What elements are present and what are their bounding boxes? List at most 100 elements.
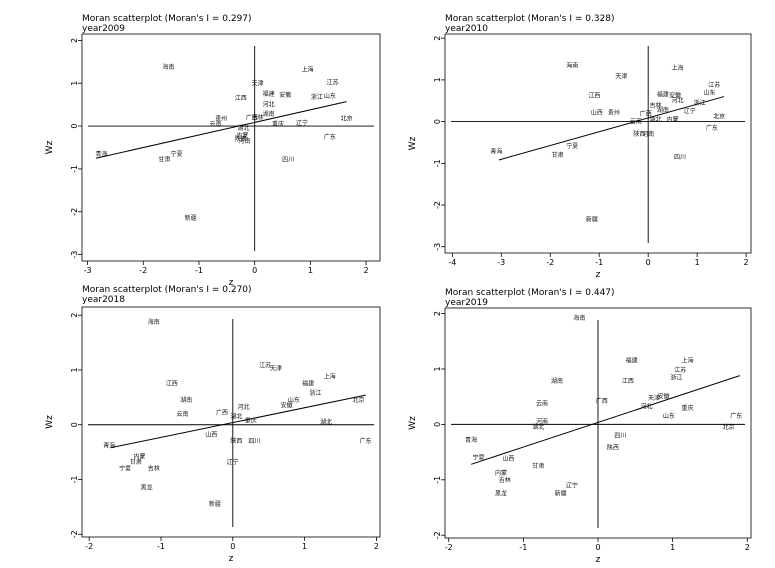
point-label: 湖南: [180, 396, 192, 404]
point-label: 辽宁: [227, 458, 239, 466]
point-label: 四川: [248, 438, 260, 445]
point-label: 湖北: [230, 413, 242, 421]
panel-2010: Moran scatterplot (Moran's I = 0.328) ye…: [388, 0, 775, 284]
y-tick-label: 0: [433, 119, 442, 124]
point-label: 云南: [536, 399, 548, 407]
y-tick-label: 1: [70, 367, 79, 372]
point-label: 辽宁: [684, 107, 696, 115]
point-label: 湖北: [238, 124, 250, 132]
point-label: 陕西: [235, 135, 247, 143]
y-axis-label: Wz: [408, 136, 418, 150]
fit-line: [498, 96, 725, 161]
point-label: 江西: [622, 378, 634, 385]
point-label: 河南: [642, 130, 654, 138]
point-label: 内蒙: [133, 453, 145, 461]
x-tick-label: 0: [230, 542, 235, 551]
point-label: 山西: [591, 108, 603, 116]
point-label: 甘肃: [552, 151, 564, 159]
point-label: 天津: [251, 80, 263, 87]
y-tick-label: 2: [433, 36, 442, 41]
point-label: 内蒙: [495, 469, 507, 477]
x-tick-label: 2: [374, 542, 379, 551]
point-label: 湖北: [320, 418, 332, 426]
point-label: 湖南: [263, 110, 275, 118]
point-label: 宁夏: [473, 454, 485, 462]
x-tick-label: 2: [364, 266, 369, 275]
x-tick-label: -4: [448, 258, 456, 267]
point-label: 福建: [657, 90, 669, 98]
point-label: 海南: [573, 314, 585, 322]
chart-title: Moran scatterplot (Moran's I = 0.328): [445, 14, 615, 24]
x-tick-label: -1: [195, 266, 203, 275]
point-label: 新疆: [586, 216, 598, 224]
y-tick-label: 2: [433, 311, 442, 316]
y-tick-label: -1: [433, 476, 442, 484]
point-label: 云南: [630, 118, 642, 126]
y-tick-label: 0: [70, 124, 79, 129]
y-tick-label: 2: [70, 38, 79, 43]
point-label: 河南: [239, 137, 251, 145]
x-tick-label: -2: [546, 258, 554, 267]
point-label: 广西: [640, 109, 652, 117]
point-label: 新疆: [209, 500, 221, 508]
point-label: 吉林: [148, 465, 160, 473]
point-label: 广东: [730, 412, 742, 420]
x-axis-label: z: [229, 554, 234, 564]
point-label: 北京: [341, 114, 353, 122]
point-label: 河北: [641, 403, 653, 411]
y-tick-label: -2: [70, 208, 79, 216]
point-label: 浙江: [694, 99, 706, 107]
x-tick-label: 1: [695, 258, 700, 267]
y-tick-label: -1: [433, 159, 442, 167]
fit-line: [95, 101, 347, 159]
x-tick-label: -3: [84, 266, 92, 275]
point-label: 湖南: [551, 377, 563, 385]
point-label: 重庆: [272, 120, 284, 128]
chart-subtitle: year2018: [82, 295, 125, 305]
point-label: 安徽: [279, 91, 291, 99]
point-label: 广西: [596, 397, 608, 405]
point-label: 河南: [536, 418, 548, 426]
point-label: 河北: [238, 403, 250, 411]
y-tick-label: 1: [433, 366, 442, 371]
point-label: 福建: [263, 90, 275, 98]
point-label: 吉林: [650, 102, 662, 110]
point-label: 四川: [674, 154, 686, 161]
point-label: 山东: [288, 396, 300, 404]
point-label: 江西: [588, 93, 600, 100]
point-label: 浙江: [670, 373, 682, 381]
point-label: 山西: [502, 455, 514, 463]
x-tick-label: 1: [670, 543, 675, 552]
x-axis-label: z: [596, 555, 601, 565]
x-tick-label: 0: [252, 266, 257, 275]
point-label: 辽宁: [296, 119, 308, 127]
point-label: 河北: [263, 101, 275, 109]
y-tick-label: -1: [70, 165, 79, 173]
point-label: 青海: [465, 436, 477, 444]
fit-line: [470, 375, 740, 465]
point-label: 广西: [246, 114, 258, 122]
chart-subtitle: year2019: [445, 298, 488, 308]
point-label: 北京: [713, 113, 725, 121]
point-label: 浙江: [309, 389, 321, 397]
point-label: 吉林: [499, 476, 511, 484]
point-label: 青海: [490, 148, 502, 156]
y-tick-label: -3: [433, 243, 442, 251]
plot-frame: [81, 306, 381, 538]
point-label: 江西: [166, 381, 178, 388]
moran-scatterplot-2019: -2 -1 0 1 2 -2 -1 0 1 2 z Wz 海南福建 上海江苏浙江湖南 江西天津安徽广西 云南河…: [408, 307, 752, 565]
y-axis-label: Wz: [45, 140, 55, 154]
plot-frame: [81, 33, 381, 262]
point-label: 宁夏: [119, 465, 131, 473]
y-tick-label: 0: [433, 422, 442, 427]
point-label: 甘肃: [130, 458, 142, 466]
chart-title: Moran scatterplot (Moran's I = 0.297): [82, 14, 252, 24]
x-tick-label: -2: [445, 543, 453, 552]
chart-title: Moran scatterplot (Moran's I = 0.447): [445, 288, 615, 298]
point-label: 北京: [352, 396, 364, 404]
point-label: 福建: [302, 380, 314, 388]
point-label: 四川: [614, 432, 626, 439]
point-label: 四川: [282, 156, 294, 163]
point-label: 辽宁: [566, 481, 578, 489]
